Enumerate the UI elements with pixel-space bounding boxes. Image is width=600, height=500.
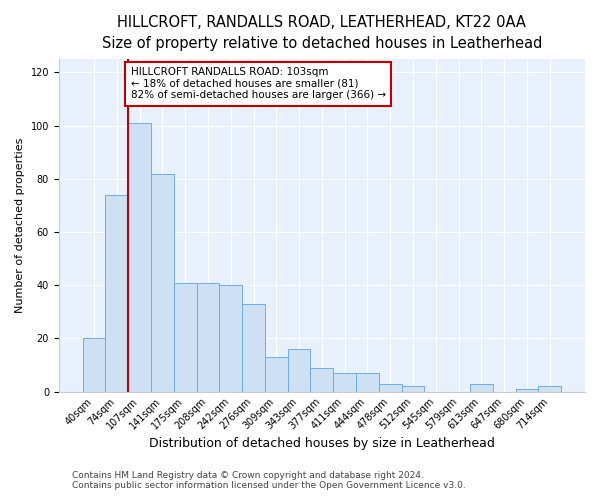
Bar xyxy=(310,368,333,392)
Bar xyxy=(220,286,242,392)
Text: HILLCROFT RANDALLS ROAD: 103sqm
← 18% of detached houses are smaller (81)
82% of: HILLCROFT RANDALLS ROAD: 103sqm ← 18% of… xyxy=(131,67,386,100)
Bar xyxy=(356,373,379,392)
Bar xyxy=(470,384,493,392)
Title: HILLCROFT, RANDALLS ROAD, LEATHERHEAD, KT22 0AA
Size of property relative to det: HILLCROFT, RANDALLS ROAD, LEATHERHEAD, K… xyxy=(102,15,542,51)
Bar xyxy=(197,282,220,392)
Bar xyxy=(106,195,128,392)
Y-axis label: Number of detached properties: Number of detached properties xyxy=(15,138,25,313)
Bar xyxy=(242,304,265,392)
Bar xyxy=(401,386,424,392)
Text: Contains HM Land Registry data © Crown copyright and database right 2024.
Contai: Contains HM Land Registry data © Crown c… xyxy=(72,470,466,490)
Bar xyxy=(83,338,106,392)
Bar xyxy=(265,357,288,392)
Bar xyxy=(333,373,356,392)
Bar xyxy=(151,174,174,392)
Bar xyxy=(379,384,401,392)
Bar xyxy=(174,282,197,392)
Bar xyxy=(128,123,151,392)
X-axis label: Distribution of detached houses by size in Leatherhead: Distribution of detached houses by size … xyxy=(149,437,495,450)
Bar xyxy=(288,349,310,392)
Bar xyxy=(515,389,538,392)
Bar xyxy=(538,386,561,392)
